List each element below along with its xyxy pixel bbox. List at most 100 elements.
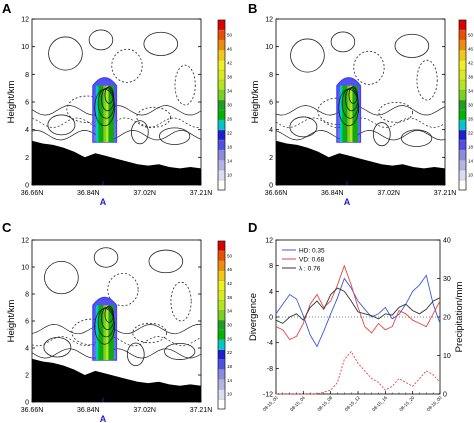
colorbar-tick-label: 50	[468, 33, 474, 38]
y-tick-label: 10	[265, 44, 273, 51]
dashed-contour	[353, 50, 385, 85]
y2-tick-label: 0	[443, 392, 447, 399]
colorbar-swatch	[217, 119, 226, 131]
solid-contour	[93, 247, 119, 268]
colorbar-swatch	[217, 300, 226, 311]
solid-contour	[44, 260, 79, 295]
reflectivity-band	[100, 305, 104, 361]
colorbar-swatch	[217, 99, 226, 111]
dashed-contour	[132, 322, 167, 344]
x-tick-label: 36.66N	[21, 190, 44, 197]
colorbar-swatch	[458, 79, 467, 91]
reflectivity-band	[108, 85, 112, 143]
colorbar-swatch	[458, 149, 467, 161]
colorbar-tick-label: 18	[227, 364, 233, 369]
colorbar-swatch	[217, 109, 226, 121]
y-tick-label: 4	[269, 289, 273, 296]
solid-contour	[148, 249, 184, 274]
colorbar-tick-label: 34	[468, 89, 474, 94]
reflectivity-band	[342, 85, 346, 143]
x-tick-label: 08-16_00	[426, 395, 443, 412]
solid-contour	[290, 38, 325, 73]
colorbar-tick-label: 42	[468, 61, 474, 66]
colorbar-swatch	[458, 19, 467, 31]
cell-contour	[348, 86, 358, 104]
dashed-contour	[111, 48, 143, 83]
y-tick-label: 2	[25, 155, 29, 162]
colorbar-tick-label: 26	[227, 336, 233, 341]
y-tick-label: 10	[21, 265, 29, 272]
y2-tick-label: 30	[443, 276, 451, 283]
y-tick-label: 0	[25, 183, 29, 190]
reflectivity-band	[110, 85, 114, 143]
colorbar-swatch	[217, 280, 226, 291]
colorbar-swatch	[217, 139, 226, 151]
colorbar-swatch	[458, 59, 467, 71]
reflectivity-cell	[336, 77, 362, 143]
x-tick-label: 37.21N	[434, 190, 457, 197]
colorbar-tick-label: 50	[227, 253, 233, 258]
colorbar-swatch	[458, 179, 467, 191]
reflectivity-band	[100, 85, 104, 143]
y-axis-label: Height/km	[6, 300, 17, 343]
terrain	[32, 358, 201, 402]
colorbar-swatch	[458, 89, 467, 101]
reflectivity-band	[354, 85, 358, 143]
y-tick-label: 10	[21, 44, 29, 51]
colorbar-swatch	[458, 99, 467, 111]
colorbar-frame	[217, 19, 226, 191]
x-tick-label: 08-15_08	[316, 395, 333, 412]
series-line-	[275, 287, 441, 324]
colorbar-swatch	[217, 159, 226, 171]
panel-label-a: A	[2, 1, 12, 16]
legend-entry: VD: 0.68	[299, 256, 325, 263]
colorbar-swatch	[217, 19, 226, 31]
y2-tick-label: 20	[443, 315, 451, 322]
reflectivity-band	[103, 85, 107, 143]
colorbar-frame	[458, 19, 467, 191]
y2-tick-label: 10	[443, 353, 451, 360]
x-tick-label: 08-15_12	[344, 395, 361, 412]
colorbar-tick-label: 14	[227, 378, 233, 383]
colorbar-swatch	[458, 169, 467, 181]
x-tick-label: 08-15_20	[398, 395, 415, 412]
series-line-vd	[275, 264, 441, 341]
y-tick-label: 2	[269, 155, 273, 162]
cell-contour	[97, 307, 115, 338]
x-tick-label: 08-15_04	[289, 395, 306, 412]
colorbar-swatch	[217, 69, 226, 81]
reflectivity-cell	[92, 296, 118, 361]
y-tick-label: 12	[265, 17, 273, 24]
reflectivity-band	[339, 85, 343, 143]
panel-label-c: C	[2, 220, 12, 235]
colorbar-tick-label: 46	[227, 47, 233, 52]
reflectivity-band	[108, 305, 112, 361]
location-marker-label: A	[344, 197, 351, 207]
y-tick-label: 4	[25, 127, 29, 134]
colorbar-swatch	[217, 179, 226, 191]
colorbar-swatch	[217, 129, 226, 141]
reflectivity-band	[105, 305, 109, 361]
colorbar-tick-label: 34	[227, 89, 233, 94]
dashed-contour	[107, 272, 139, 307]
dashed-contour	[378, 101, 413, 123]
reflectivity-band	[110, 305, 114, 361]
colorbar-swatch	[217, 260, 226, 271]
y-tick-label: 4	[269, 127, 273, 134]
colorbar-tick-label: 26	[468, 117, 474, 122]
colorbar-swatch	[458, 119, 467, 131]
colorbar-tick-label: 22	[227, 131, 233, 136]
colorbar-swatch	[217, 169, 226, 181]
reflectivity-band	[95, 305, 99, 361]
reflectivity-band	[344, 85, 348, 143]
y-tick-label: 0	[269, 183, 273, 190]
solid-contour	[330, 31, 356, 53]
colorbar-swatch	[217, 49, 226, 61]
solid-contour	[164, 342, 196, 360]
y-tick-label: 8	[25, 72, 29, 79]
series-line-precipitation	[276, 350, 441, 395]
y-axis-label: Height/km	[250, 81, 261, 124]
y-tick-label: -4	[267, 340, 273, 347]
